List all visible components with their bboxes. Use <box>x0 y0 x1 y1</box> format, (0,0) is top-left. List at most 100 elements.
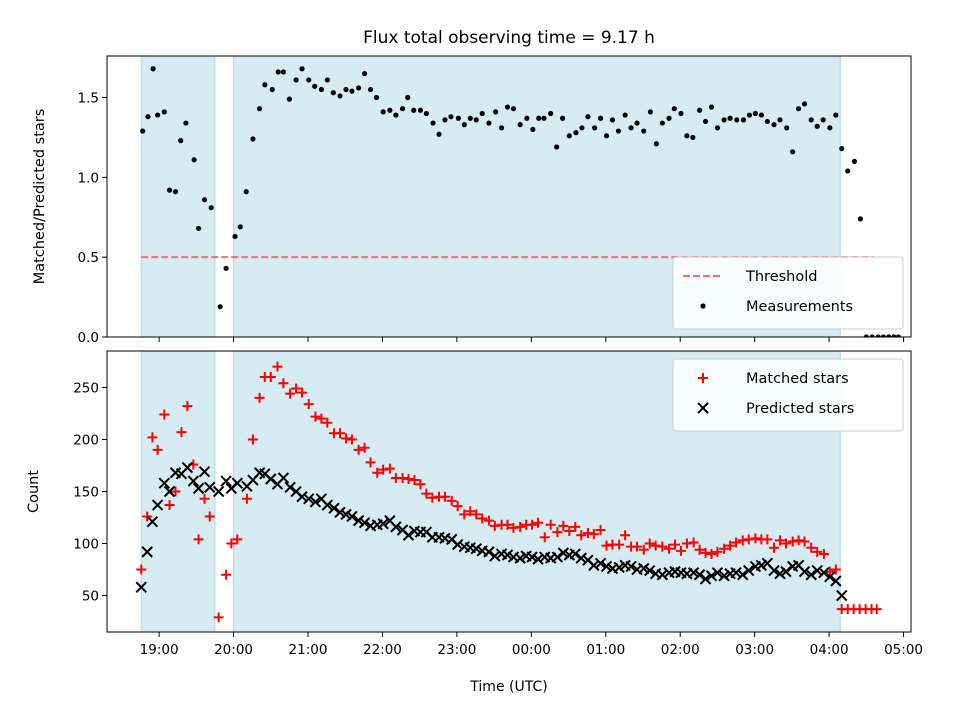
matched-stars-point <box>372 467 383 478</box>
matched-stars-point <box>871 604 882 615</box>
measurements-point <box>237 224 243 230</box>
measurements-point <box>641 128 647 134</box>
measurements-point <box>833 112 839 118</box>
measurements-point <box>708 104 715 110</box>
legend-marker <box>700 303 706 309</box>
predicted-stars-point <box>181 461 194 474</box>
matched-stars-point <box>725 540 736 551</box>
matched-stars-point <box>247 434 258 445</box>
measurements-point <box>280 69 287 75</box>
measurements-point <box>479 110 485 117</box>
predicted-stars-point <box>309 496 322 508</box>
predicted-stars-point <box>818 566 830 579</box>
matched-stars-point <box>199 493 210 504</box>
measurements-point <box>857 216 863 222</box>
measurements-point <box>178 138 184 144</box>
measurements-point <box>690 134 696 141</box>
matched-stars-point <box>159 409 170 420</box>
matched-stars-point <box>818 548 829 559</box>
measurements-point <box>442 117 448 123</box>
predicted-stars-point <box>198 466 211 478</box>
matched-stars-point <box>632 541 643 552</box>
measurements-point <box>275 69 281 75</box>
measurements-point <box>609 117 616 123</box>
measurements-point <box>467 115 473 121</box>
predicted-stars-point <box>284 481 296 494</box>
axes-frame <box>106 55 912 338</box>
predicted-stars-point <box>551 551 564 563</box>
matched-stars-point <box>421 488 432 499</box>
matched-stars-point <box>322 417 333 428</box>
measurements-point <box>140 128 146 134</box>
matched-stars-point <box>664 543 675 554</box>
matched-stars-point <box>176 427 187 438</box>
measurements-point <box>243 189 249 195</box>
measurements-point <box>790 149 796 155</box>
measurements-point <box>758 112 764 118</box>
measurements-point <box>161 109 167 115</box>
predicted-stars-point <box>811 564 823 577</box>
matched-stars-point <box>694 544 705 555</box>
predicted-stars-point <box>489 550 501 562</box>
matched-stars-point <box>297 387 308 398</box>
predicted-stars-point <box>643 564 656 577</box>
predicted-stars-point <box>836 589 848 602</box>
measurements-point <box>734 117 740 123</box>
measurements-point <box>784 125 790 131</box>
observing-window-0 <box>140 55 216 338</box>
measurements-point <box>155 112 161 118</box>
legend: Threshold Measurements <box>672 256 904 330</box>
measurements-point <box>554 144 560 150</box>
measurements-point <box>628 125 634 131</box>
matched-stars-point <box>681 538 692 549</box>
matched-stars-point <box>570 521 581 532</box>
measurements-point <box>592 125 598 131</box>
measurements-point <box>349 88 355 94</box>
measurements-point <box>380 109 386 115</box>
measurements-point <box>387 107 393 113</box>
matched-stars-point <box>675 545 686 556</box>
predicted-stars-point <box>303 493 315 505</box>
predicted-stars-point <box>212 485 225 498</box>
predicted-stars-point <box>743 564 755 577</box>
predicted-stars-point <box>625 560 637 573</box>
matched-stars-point <box>762 534 773 545</box>
x-tick-label: 02:00 <box>661 642 700 658</box>
measurements-point <box>343 86 349 93</box>
x-tick-label: 04:00 <box>810 642 849 658</box>
predicted-stars-point <box>705 570 718 582</box>
matched-stars-point <box>278 378 289 389</box>
matched-stars-point <box>644 538 655 549</box>
matched-stars-point <box>483 515 494 526</box>
matched-stars-point <box>515 521 526 532</box>
measurements-point <box>579 125 585 131</box>
matched-stars-point <box>285 388 296 399</box>
matched-stars-point <box>152 444 163 455</box>
predicted-stars-point <box>451 538 464 551</box>
y-tick-label: 0.5 <box>78 250 99 266</box>
legend-box <box>672 358 904 432</box>
predicted-stars-point <box>135 581 147 593</box>
predicted-stars-point <box>141 546 153 558</box>
matched-stars-point <box>799 536 810 547</box>
matched-stars-point <box>170 486 181 497</box>
measurements-point <box>740 117 747 123</box>
x-tick-label: 21:00 <box>289 642 328 658</box>
measurements-point <box>448 114 454 120</box>
measurements-point <box>721 117 727 123</box>
matched-stars-point <box>226 538 237 549</box>
matched-stars-point <box>539 532 550 543</box>
measurements-point <box>145 114 151 120</box>
matched-stars-point <box>558 520 569 531</box>
predicted-stars-point <box>569 548 581 560</box>
x-tick-label: 23:00 <box>437 642 476 658</box>
measurements-point <box>653 141 660 147</box>
y-axis-label: Count <box>26 470 42 513</box>
predicted-stars-point <box>830 575 842 587</box>
measurements-point <box>493 109 499 115</box>
measurements-point <box>208 205 214 211</box>
predicted-stars-point <box>163 485 176 498</box>
measurements-point <box>286 96 292 102</box>
legend-label: Matched stars <box>746 371 849 387</box>
measurements-point <box>851 158 858 164</box>
